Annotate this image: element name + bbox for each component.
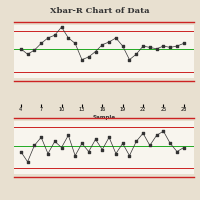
Point <box>67 134 70 137</box>
Point <box>19 150 22 153</box>
Point <box>128 154 131 157</box>
Point <box>141 44 145 48</box>
Point <box>121 142 124 145</box>
Point <box>114 36 117 40</box>
Point <box>33 144 36 147</box>
Point <box>40 42 43 45</box>
Point <box>46 152 50 155</box>
Point <box>148 46 151 49</box>
Point <box>26 53 29 56</box>
Point <box>53 34 56 37</box>
Point <box>46 36 50 40</box>
Point <box>128 58 131 61</box>
Point <box>155 47 158 50</box>
Point <box>67 36 70 40</box>
Point <box>87 55 90 59</box>
Text: Xbar-R Chart of Data: Xbar-R Chart of Data <box>50 7 150 15</box>
Point <box>175 150 179 153</box>
Point <box>80 58 84 61</box>
Point <box>169 142 172 145</box>
Point <box>107 40 111 44</box>
Point <box>74 154 77 157</box>
Point <box>80 142 84 145</box>
Point <box>162 130 165 133</box>
Point <box>114 152 117 155</box>
Point <box>94 138 97 141</box>
Point <box>182 146 185 149</box>
Point <box>53 140 56 143</box>
Point <box>26 160 29 163</box>
Point <box>107 136 111 139</box>
Point <box>182 42 185 45</box>
Point <box>121 44 124 48</box>
Point <box>141 132 145 135</box>
Point <box>101 43 104 46</box>
Point <box>162 44 165 48</box>
Point <box>87 150 90 153</box>
Point <box>169 46 172 49</box>
Point <box>101 148 104 151</box>
Point <box>60 146 63 149</box>
Point <box>94 50 97 53</box>
Point <box>40 136 43 139</box>
X-axis label: Sample: Sample <box>92 115 116 120</box>
Point <box>74 42 77 45</box>
Point <box>135 53 138 56</box>
Point <box>19 47 22 50</box>
Point <box>33 49 36 52</box>
Point <box>60 25 63 29</box>
Point <box>175 44 179 48</box>
Point <box>135 140 138 143</box>
Point <box>148 144 151 147</box>
Point <box>155 134 158 137</box>
